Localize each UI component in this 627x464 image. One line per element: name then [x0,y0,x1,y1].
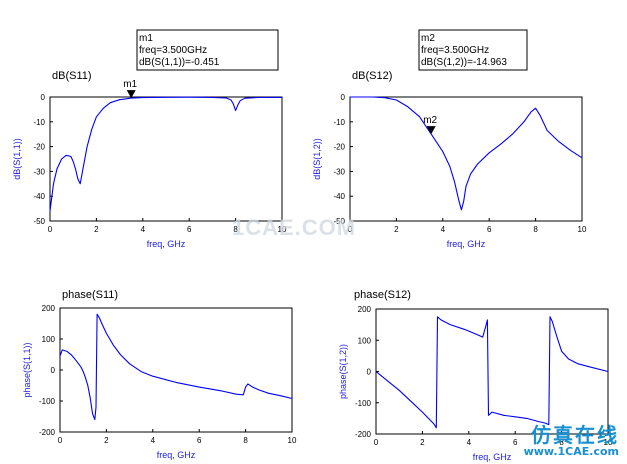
y-tick-label: -200 [39,428,56,437]
marker-readout-name: m1 [139,33,153,44]
y-tick-label: 0 [41,93,46,102]
x-tick-label: 4 [467,438,472,447]
plot-3: phase(S11) 0 2 4 6 8 10 200 100 0 -100 -200 freq, GH… [22,289,297,460]
marker-readout-box [418,29,528,71]
marker-readout-name: m2 [421,33,435,44]
y-tick-label: -100 [355,399,372,408]
series-line [49,96,283,212]
y-tick-label: -40 [33,192,45,201]
x-tick-label: 0 [348,225,353,234]
x-axis-label: freq, GHz [447,239,486,249]
y-tick-label: -10 [333,118,345,127]
x-axis-label: freq, GHz [473,452,512,462]
y-tick-label: -50 [33,217,45,226]
y-tick-label: 200 [42,304,56,313]
y-tick-label: -30 [33,167,45,176]
plot-title: phase(S11) [62,289,118,301]
plot-title: dB(S11) [52,70,92,82]
y-axis-label: dB(S(1,2)) [312,138,322,180]
series-line [375,316,609,429]
y-tick-label: -10 [33,118,45,127]
x-tick-label: 8 [243,436,248,445]
y-tick-label: -200 [355,430,372,439]
marker-readout-value: dB(S(1,1))=-0.451 [139,57,220,68]
y-axis-label: phase(S(1,1)) [22,342,32,397]
y-tick-label: -40 [333,192,345,201]
marker-triangle [126,90,136,99]
x-tick-label: 6 [487,225,492,234]
y-tick-label: 0 [367,368,372,377]
y-tick-label: 0 [51,366,56,375]
plot-title: dB(S12) [352,70,392,82]
marker-triangle [426,126,436,135]
y-tick-label: 100 [42,335,56,344]
series-line [59,313,293,421]
x-tick-label: 6 [187,225,192,234]
plot-title: phase(S12) [354,289,411,301]
x-tick-label: 4 [141,225,146,234]
y-tick-label: -50 [333,217,345,226]
x-tick-label: 2 [94,225,99,234]
x-tick-label: 2 [420,438,425,447]
x-tick-label: 10 [578,225,587,234]
y-tick-label: 0 [341,93,346,102]
y-axis-label: phase(S(1,2)) [338,344,348,399]
x-tick-label: 0 [58,436,63,445]
x-tick-label: 2 [104,436,109,445]
x-axis-label: freq, GHz [147,239,186,249]
y-tick-label: -100 [39,397,56,406]
marker-readout-freq: freq=3.500GHz [139,45,207,56]
y-tick-label: 200 [358,305,372,314]
marker-readout-freq: freq=3.500GHz [421,45,489,56]
x-tick-label: 10 [288,436,297,445]
x-tick-label: 10 [278,225,287,234]
x-tick-label: 4 [151,436,156,445]
y-tick-label: -20 [333,143,345,152]
plot-frame [349,96,583,222]
y-tick-label: 100 [358,336,372,345]
plot-1: dB(S11) 0 2 4 6 8 10 0 -10 -20 -30 -40 -50 freq, GHz d… [12,29,287,249]
plot-frame [375,308,609,435]
x-axis-label: freq, GHz [157,450,196,460]
x-tick-label: 8 [533,225,538,234]
plot-4: phase(S12) 0 2 4 6 8 10 200 100 0 -100 -200 freq, GH… [338,289,613,462]
x-tick-label: 0 [48,225,53,234]
x-tick-label: 8 [233,225,238,234]
x-tick-label: 10 [604,438,613,447]
x-tick-label: 6 [197,436,202,445]
plot-frame [59,307,293,433]
plot-2: dB(S12) 0 2 4 6 8 10 0 -10 -20 -30 -40 -50 freq, GHz d… [312,29,587,249]
y-tick-label: -20 [33,143,45,152]
marker-readout-value: dB(S(1,2))=-14.963 [421,57,507,68]
marker-label: m2 [423,115,437,126]
y-axis-label: dB(S(1,1)) [12,138,22,180]
x-tick-label: 2 [394,225,399,234]
x-tick-label: 6 [513,438,518,447]
marker-label: m1 [123,79,137,90]
x-tick-label: 0 [374,438,379,447]
x-tick-label: 8 [559,438,564,447]
marker-readout-box [136,29,279,71]
series-line [350,96,583,211]
y-tick-label: -30 [333,167,345,176]
x-tick-label: 4 [441,225,446,234]
